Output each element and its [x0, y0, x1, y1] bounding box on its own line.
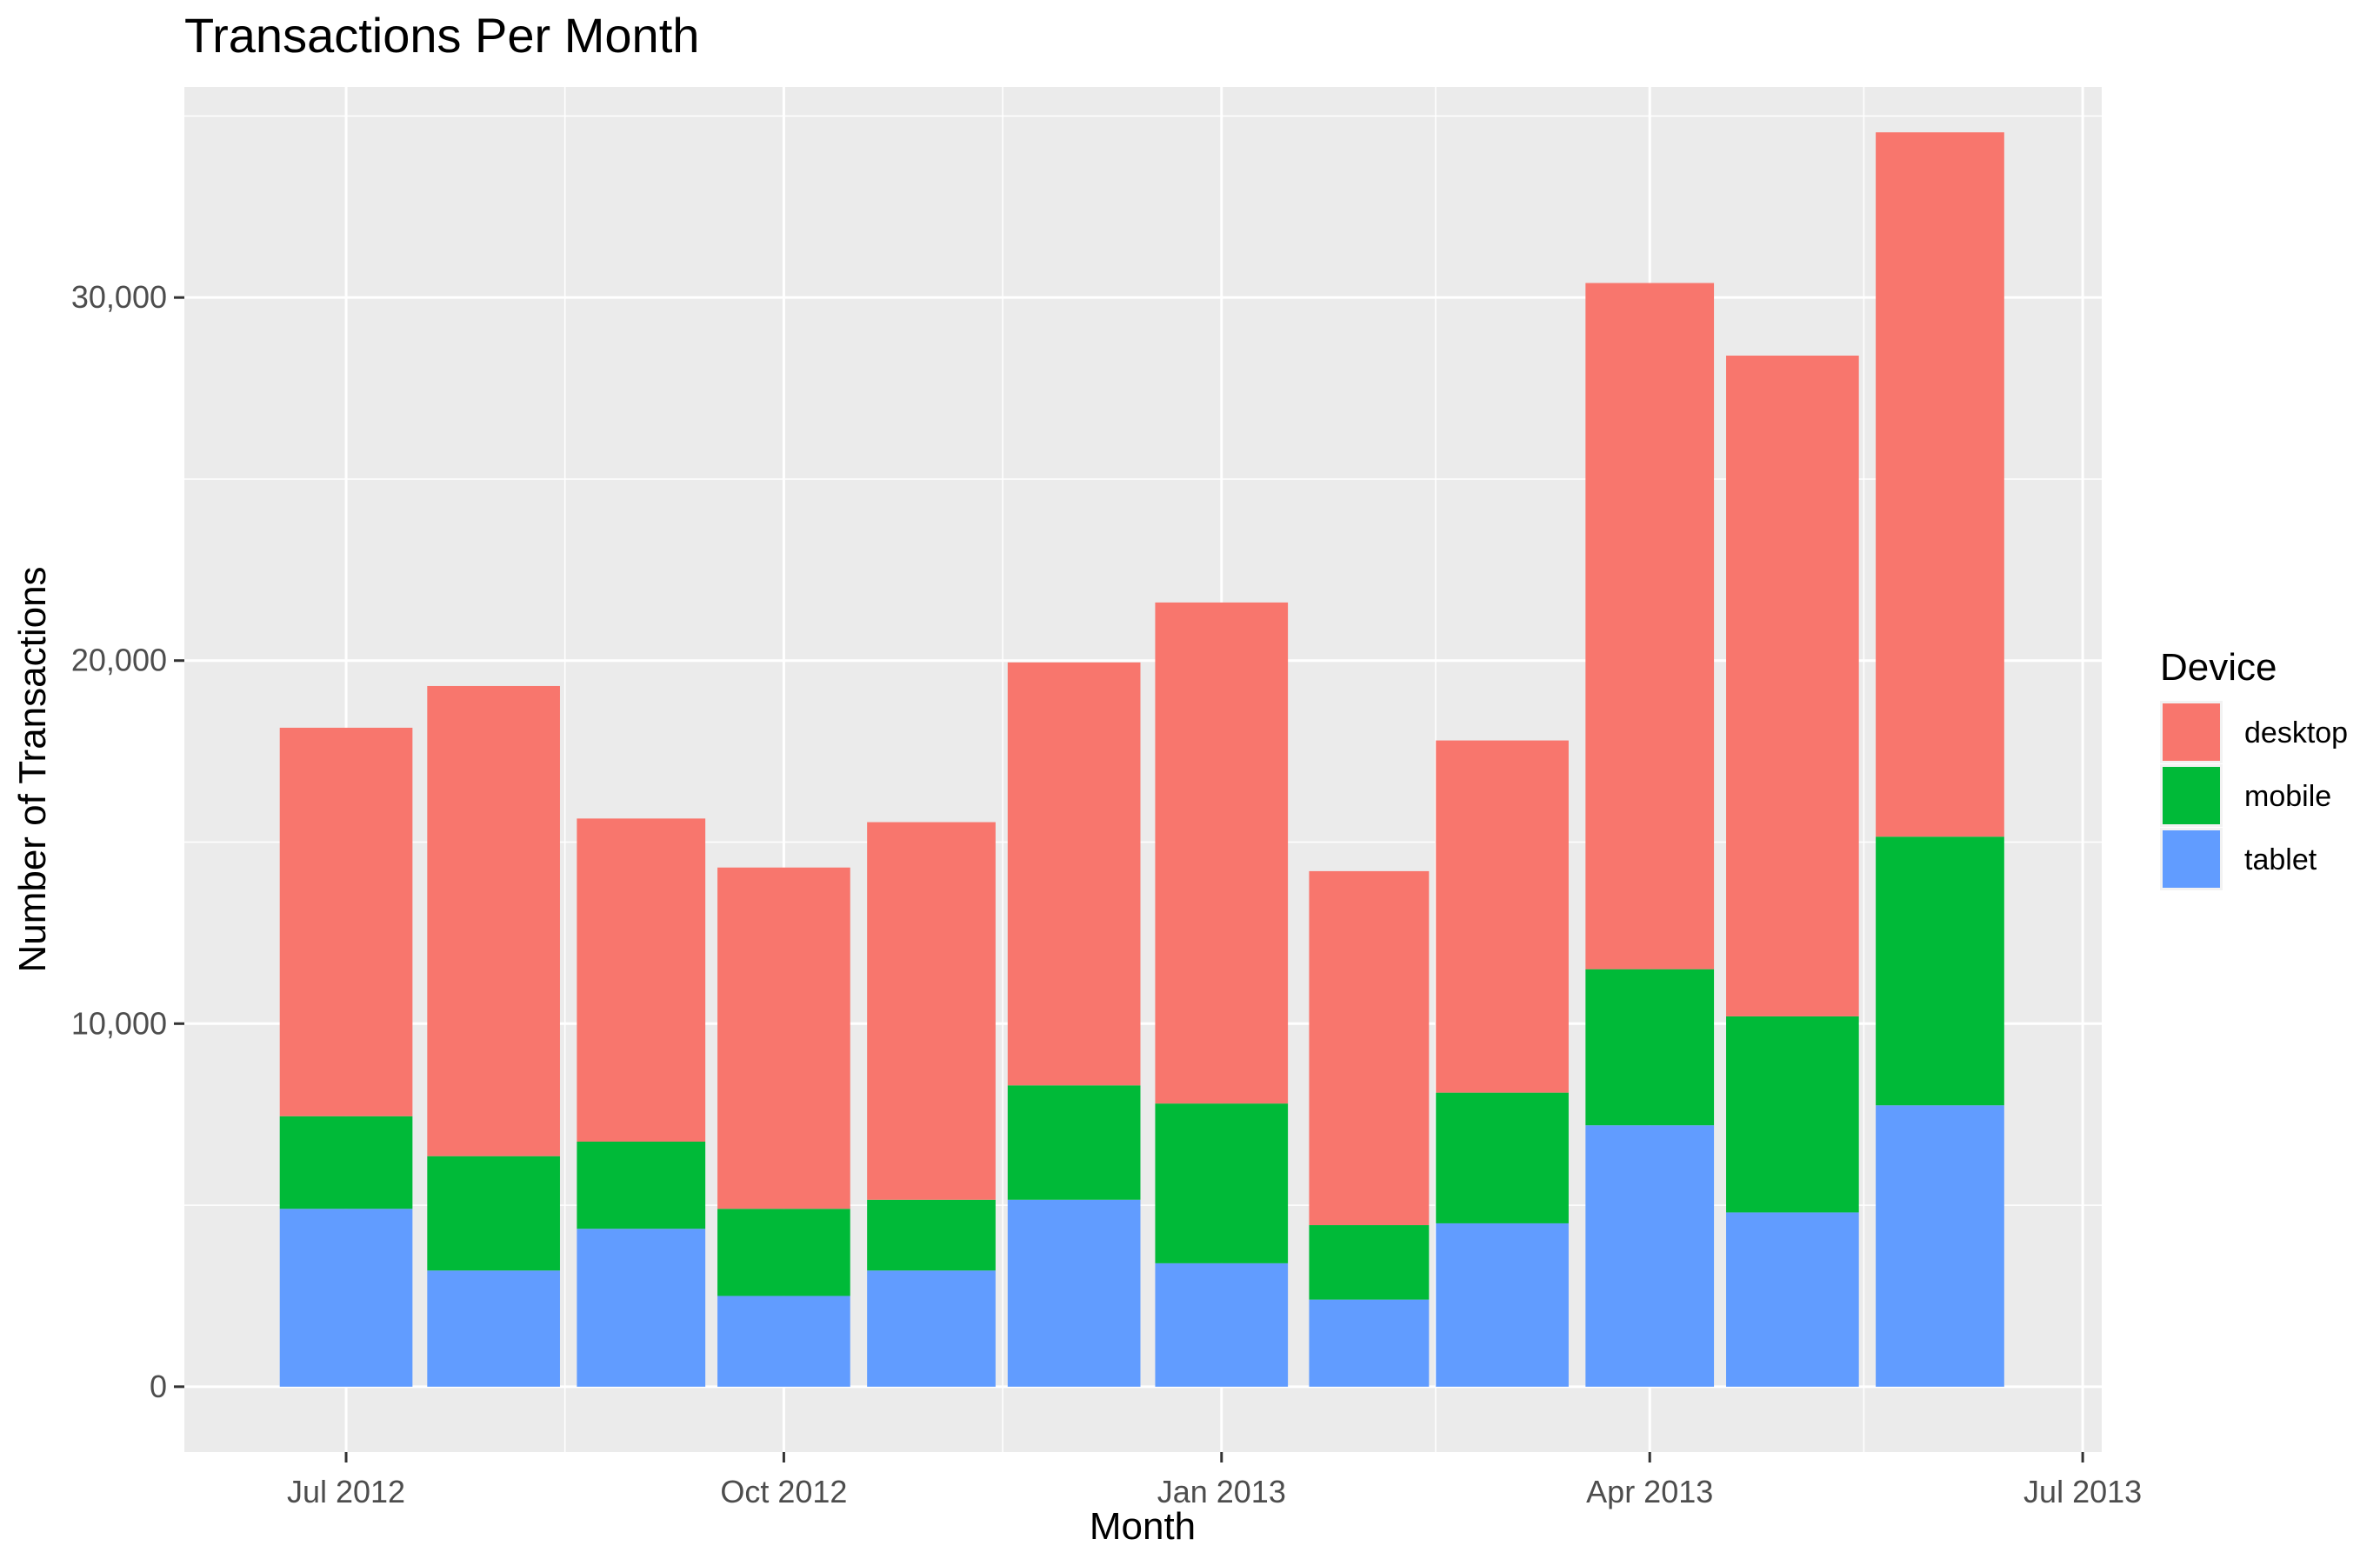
bar-segment-mobile — [1585, 969, 1715, 1126]
legend-swatch-desktop — [2163, 703, 2220, 761]
bar-segment-tablet — [1007, 1199, 1141, 1387]
legend-swatch-tablet — [2163, 830, 2220, 888]
bar-segment-mobile — [1309, 1225, 1430, 1300]
bar-segment-tablet — [427, 1270, 560, 1387]
bar-segment-tablet — [279, 1209, 413, 1387]
bar-segment-mobile — [279, 1116, 413, 1209]
bar-segment-desktop — [1309, 870, 1430, 1226]
bar-stacks — [279, 132, 2004, 1387]
legend-swatch-mobile — [2163, 767, 2220, 824]
bar-segment-tablet — [1155, 1263, 1289, 1387]
bar-segment-mobile — [1436, 1092, 1569, 1223]
y-tick-label: 20,000 — [71, 643, 167, 678]
bar-segment-desktop — [717, 867, 850, 1209]
bar-segment-mobile — [1726, 1016, 1859, 1213]
bar-segment-mobile — [1876, 836, 2004, 1106]
bar-segment-tablet — [1436, 1223, 1569, 1387]
legend-label-desktop: desktop — [2244, 716, 2348, 750]
chart-title: Transactions Per Month — [184, 8, 699, 63]
bar-segment-mobile — [1007, 1085, 1141, 1200]
bar-segment-mobile — [1155, 1103, 1289, 1263]
bar-segment-desktop — [1876, 132, 2004, 837]
bar-segment-desktop — [577, 818, 706, 1142]
x-tick-label: Jan 2013 — [1157, 1474, 1286, 1509]
bar-segment-mobile — [717, 1209, 850, 1296]
bar-segment-desktop — [1585, 283, 1715, 969]
bar-segment-tablet — [1585, 1125, 1715, 1387]
bar-segment-tablet — [867, 1270, 996, 1387]
bar-segment-desktop — [1436, 740, 1569, 1093]
legend: Device desktop mobile tablet — [2160, 646, 2348, 890]
x-axis: Jul 2012 Oct 2012 Jan 2013 Apr 2013 Jul 2013 — [287, 1452, 2142, 1509]
legend-title: Device — [2160, 646, 2277, 689]
bar-segment-desktop — [867, 822, 996, 1200]
x-tick-label: Jul 2012 — [287, 1474, 405, 1509]
x-tick-label: Oct 2012 — [720, 1474, 847, 1509]
y-axis-title: Number of Transactions — [11, 566, 54, 972]
bar-segment-mobile — [427, 1156, 560, 1271]
x-tick-label: Apr 2013 — [1586, 1474, 1713, 1509]
bar-segment-tablet — [577, 1229, 706, 1387]
bar-segment-tablet — [1726, 1212, 1859, 1387]
x-axis-title: Month — [1090, 1505, 1196, 1548]
y-tick-label: 0 — [150, 1369, 167, 1404]
bar-segment-desktop — [1007, 662, 1141, 1086]
y-axis: 0 10,000 20,000 30,000 — [71, 279, 184, 1404]
bar-segment-tablet — [1876, 1105, 2004, 1387]
bar-segment-tablet — [717, 1296, 850, 1387]
bar-segment-mobile — [577, 1141, 706, 1229]
bar-segment-desktop — [279, 727, 413, 1116]
bar-segment-desktop — [1155, 602, 1289, 1104]
bar-segment-tablet — [1309, 1299, 1430, 1387]
y-tick-label: 30,000 — [71, 279, 167, 315]
legend-label-mobile: mobile — [2244, 780, 2331, 813]
bar-segment-mobile — [867, 1199, 996, 1271]
bar-segment-desktop — [427, 685, 560, 1156]
y-tick-label: 10,000 — [71, 1005, 167, 1041]
legend-label-tablet: tablet — [2244, 843, 2317, 876]
bar-segment-desktop — [1726, 355, 1859, 1016]
x-tick-label: Jul 2013 — [2023, 1474, 2142, 1509]
